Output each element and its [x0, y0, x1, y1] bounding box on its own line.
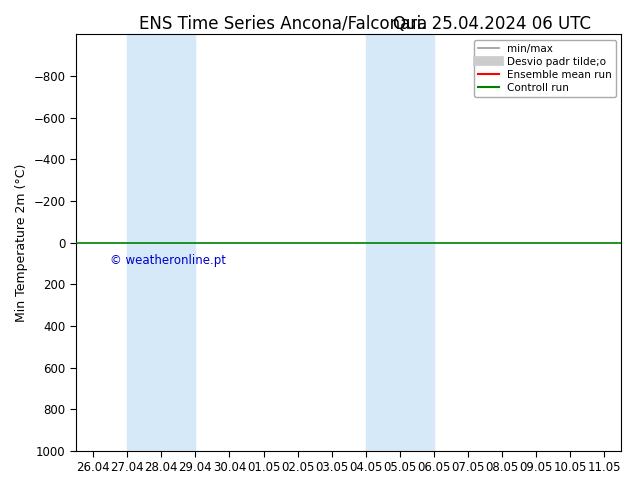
Bar: [127, 34, 195, 451]
Y-axis label: Min Temperature 2m (°C): Min Temperature 2m (°C): [15, 163, 28, 322]
Text: © weatheronline.pt: © weatheronline.pt: [110, 254, 226, 267]
Text: Qui. 25.04.2024 06 UTC: Qui. 25.04.2024 06 UTC: [393, 15, 591, 33]
Bar: [366, 34, 434, 451]
Text: ENS Time Series Ancona/Falconara: ENS Time Series Ancona/Falconara: [139, 15, 428, 33]
Legend: min/max, Desvio padr tilde;o, Ensemble mean run, Controll run: min/max, Desvio padr tilde;o, Ensemble m…: [474, 40, 616, 97]
